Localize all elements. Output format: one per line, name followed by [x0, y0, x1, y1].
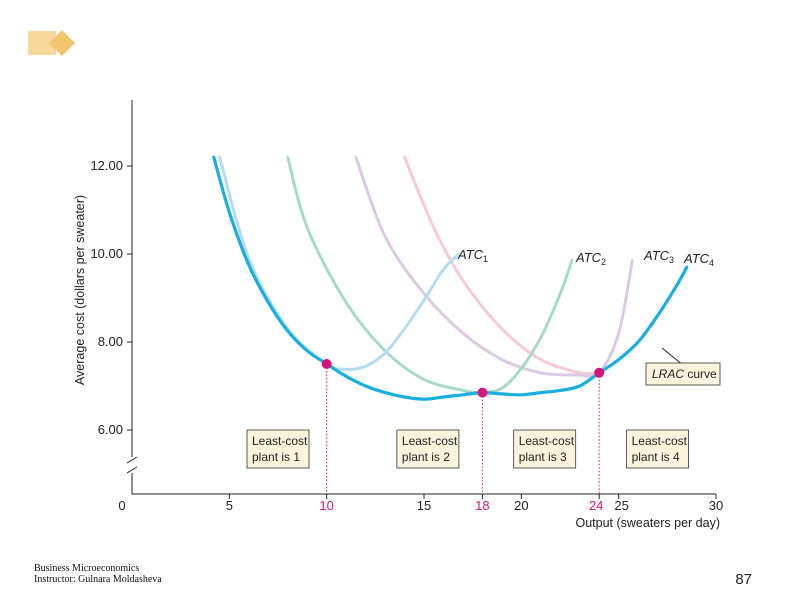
y-tick-label: 8.00 [98, 334, 123, 349]
footer-course: Business Microeconomics Instructor: Guln… [34, 563, 162, 585]
footer-line-course: Business Microeconomics [34, 563, 140, 574]
region-box-line1: Least-cost [402, 434, 458, 448]
atc3-label-subscript: 3 [669, 255, 674, 265]
atc4-label: ATC4 [683, 251, 714, 268]
region-box-line2: plant is 4 [632, 450, 680, 464]
atc4-label-subscript: 4 [709, 258, 714, 268]
atc4-curve [403, 155, 601, 376]
lrac-label-word: curve [684, 367, 717, 381]
atc3-curve [354, 155, 634, 379]
intersection-point [594, 367, 605, 378]
atc2-label-subscript: 2 [601, 257, 606, 267]
lrac-label-box [645, 362, 721, 386]
atc1-curve [218, 155, 461, 371]
region-box [396, 429, 460, 469]
axis-break-gap [126, 457, 138, 473]
region-box-line2: plant is 2 [402, 450, 450, 464]
x-tick-label: 0 [118, 498, 125, 513]
lrac-chart: Least-cost plant is 1 Least-cost plant is 2… [73, 100, 723, 530]
y-tick-label: 10.00 [90, 246, 123, 261]
x-tick-label: 30 [709, 498, 723, 513]
x-tick-label: 10 [319, 498, 333, 513]
atc2-label: ATC2 [575, 250, 606, 267]
intersection-point [321, 359, 332, 369]
intersection-point [477, 387, 488, 398]
atc3-label: ATC3 [643, 248, 674, 265]
slide-decoration [28, 30, 75, 56]
x-tick-label: 24 [589, 498, 603, 513]
guide-lines-layer [326, 364, 600, 494]
region-box [513, 429, 577, 469]
points-layer [321, 359, 605, 398]
x-tick-label: 15 [417, 498, 431, 513]
footer-line-instructor: Instructor: Gulnara Moldasheva [34, 574, 162, 585]
region-boxes-layer: Least-cost plant is 1 Least-cost plant is 2… [246, 429, 689, 469]
lrac-leader-line [661, 347, 684, 366]
x-tick-label: 5 [226, 498, 233, 513]
region-box-line1: Least-cost [519, 434, 575, 448]
x-axis-title: Output (sweaters per day) [575, 516, 720, 530]
axis-break-mark-top [126, 456, 138, 464]
region-box-line2: plant is 3 [519, 450, 567, 464]
x-tick-label: 18 [475, 498, 489, 513]
x-tick-label: 20 [514, 498, 528, 513]
atc1-label-subscript: 1 [483, 254, 488, 264]
atc1-label-name: ATC [457, 247, 484, 262]
region-box [626, 429, 689, 469]
axis-break-mark-bottom [126, 466, 138, 474]
curves-layer [212, 155, 689, 401]
atc2-label-name: ATC [575, 250, 602, 265]
page-number: 87 [735, 571, 752, 588]
atc1-label: ATC1 [457, 247, 488, 264]
atc3-label-name: ATC [643, 248, 670, 263]
region-box-line2: plant is 1 [252, 450, 300, 464]
y-tick-label: 12.00 [90, 158, 123, 173]
lrac-label: LRAC curve [652, 367, 717, 381]
region-box-line1: Least-cost [252, 434, 308, 448]
region-box [246, 429, 310, 469]
lrac-label-abbrev: LRAC [652, 367, 684, 381]
atc4-label-name: ATC [683, 251, 710, 266]
lrac-curve [212, 155, 689, 401]
x-tick-label: 25 [614, 498, 628, 513]
y-tick-label: 6.00 [98, 422, 123, 437]
region-box-line1: Least-cost [632, 434, 688, 448]
deco-diamond [49, 30, 75, 56]
y-axis-title: Average cost (dollars per sweater) [73, 195, 87, 385]
atc2-curve [286, 155, 574, 395]
